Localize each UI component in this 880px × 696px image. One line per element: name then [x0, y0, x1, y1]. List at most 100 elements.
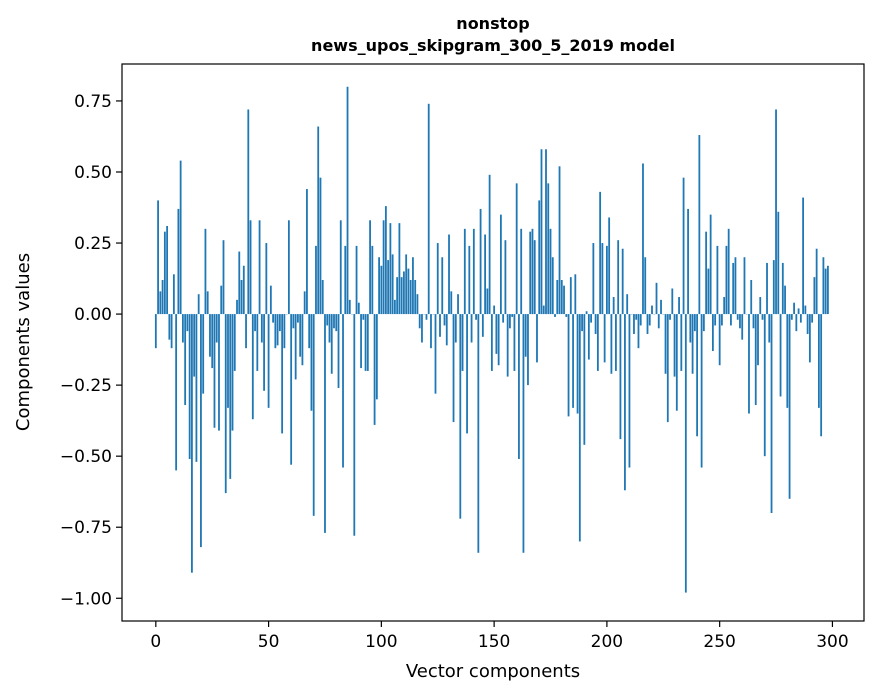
bar-258	[736, 314, 739, 320]
bar-10	[177, 208, 180, 315]
bar-33	[229, 314, 232, 479]
bar-16	[191, 314, 193, 573]
bar-69	[310, 314, 313, 411]
bar-182	[565, 314, 568, 317]
bar-186	[574, 274, 577, 315]
bar-32	[227, 314, 229, 408]
bar-56	[281, 314, 284, 434]
bar-155	[504, 240, 507, 315]
bar-89	[355, 245, 358, 315]
bar-44	[254, 314, 256, 332]
bar-254	[727, 228, 730, 315]
x-tick-label: 150	[478, 632, 510, 652]
bar-134	[457, 294, 459, 315]
bar-292	[813, 277, 816, 315]
bar-228	[669, 314, 671, 320]
bar-39	[242, 265, 245, 315]
bar-129	[445, 314, 448, 346]
bar-50	[267, 314, 270, 408]
bar-161	[518, 314, 520, 460]
bar-72	[317, 126, 320, 315]
bar-204	[615, 314, 617, 371]
bar-117	[418, 314, 421, 329]
bar-240	[696, 314, 698, 437]
x-axis-label: Vector components	[406, 661, 580, 682]
bar-157	[509, 314, 511, 329]
bar-24	[209, 314, 211, 357]
bar-6	[168, 314, 171, 340]
bar-31	[224, 314, 227, 494]
bar-277	[779, 314, 782, 397]
bar-244	[705, 231, 708, 315]
bar-168	[533, 240, 536, 315]
bar-291	[811, 314, 814, 323]
bar-170	[538, 200, 541, 315]
bar-248	[714, 314, 717, 326]
bar-192	[587, 314, 590, 360]
bar-131	[450, 291, 453, 315]
bar-215	[639, 314, 642, 326]
bar-34	[231, 314, 234, 431]
bar-267	[757, 314, 759, 366]
bar-63	[297, 314, 299, 323]
bar-22	[204, 228, 207, 315]
bar-61	[292, 314, 295, 329]
bar-144	[479, 208, 482, 315]
bar-286	[799, 314, 802, 323]
bar-169	[536, 314, 538, 363]
bar-257	[734, 257, 737, 315]
y-tick-label: −0.75	[60, 518, 112, 538]
bar-104	[389, 223, 392, 315]
bar-252	[723, 297, 726, 315]
bar-263	[748, 314, 750, 414]
bar-174	[547, 183, 550, 315]
bar-133	[454, 314, 457, 343]
bar-101	[382, 220, 385, 315]
bar-70	[312, 314, 315, 516]
bar-233	[680, 314, 683, 371]
bar-100	[380, 265, 383, 315]
bar-25	[211, 314, 214, 369]
bar-149	[490, 314, 493, 371]
bar-23	[206, 291, 209, 315]
bar-85	[346, 86, 349, 315]
bar-288	[804, 305, 807, 315]
y-axis-ticks: 0.75 0.50 0.25 0.00 −0.25 −0.50 −0.75 −1.00	[60, 92, 122, 609]
plot-frame	[121, 63, 865, 622]
bar-141	[472, 228, 475, 315]
bar-242	[700, 314, 703, 468]
bar-237	[689, 314, 692, 343]
bar-177	[554, 314, 556, 317]
y-tick-label: 0.00	[74, 305, 112, 325]
bar-289	[806, 314, 809, 334]
bar-212	[633, 314, 635, 334]
x-tick-label: 50	[258, 632, 280, 652]
bar-160	[515, 183, 518, 315]
bar-219	[648, 314, 651, 326]
bar-40	[245, 314, 247, 349]
chart-title: nonstop	[456, 14, 529, 33]
bar-214	[637, 314, 640, 349]
x-tick-label: 0	[150, 632, 161, 652]
bar-230	[673, 314, 676, 377]
y-axis-label: Components values	[13, 253, 34, 431]
bar-273	[770, 314, 773, 514]
bar-235	[684, 314, 687, 593]
bar-108	[398, 223, 401, 315]
bar-102	[384, 206, 387, 315]
bar-3	[161, 279, 164, 315]
bar-2	[159, 291, 162, 315]
bar-38	[240, 279, 243, 315]
bar-80	[335, 314, 338, 332]
bar-103	[387, 260, 390, 315]
bar-217	[644, 257, 647, 315]
bar-208	[624, 314, 626, 491]
bar-265	[752, 314, 755, 329]
bar-189	[581, 314, 583, 332]
bar-184	[569, 277, 572, 315]
bar-274	[772, 260, 775, 315]
bar-234	[682, 177, 685, 315]
bar-223	[657, 314, 660, 329]
bar-245	[707, 268, 710, 315]
